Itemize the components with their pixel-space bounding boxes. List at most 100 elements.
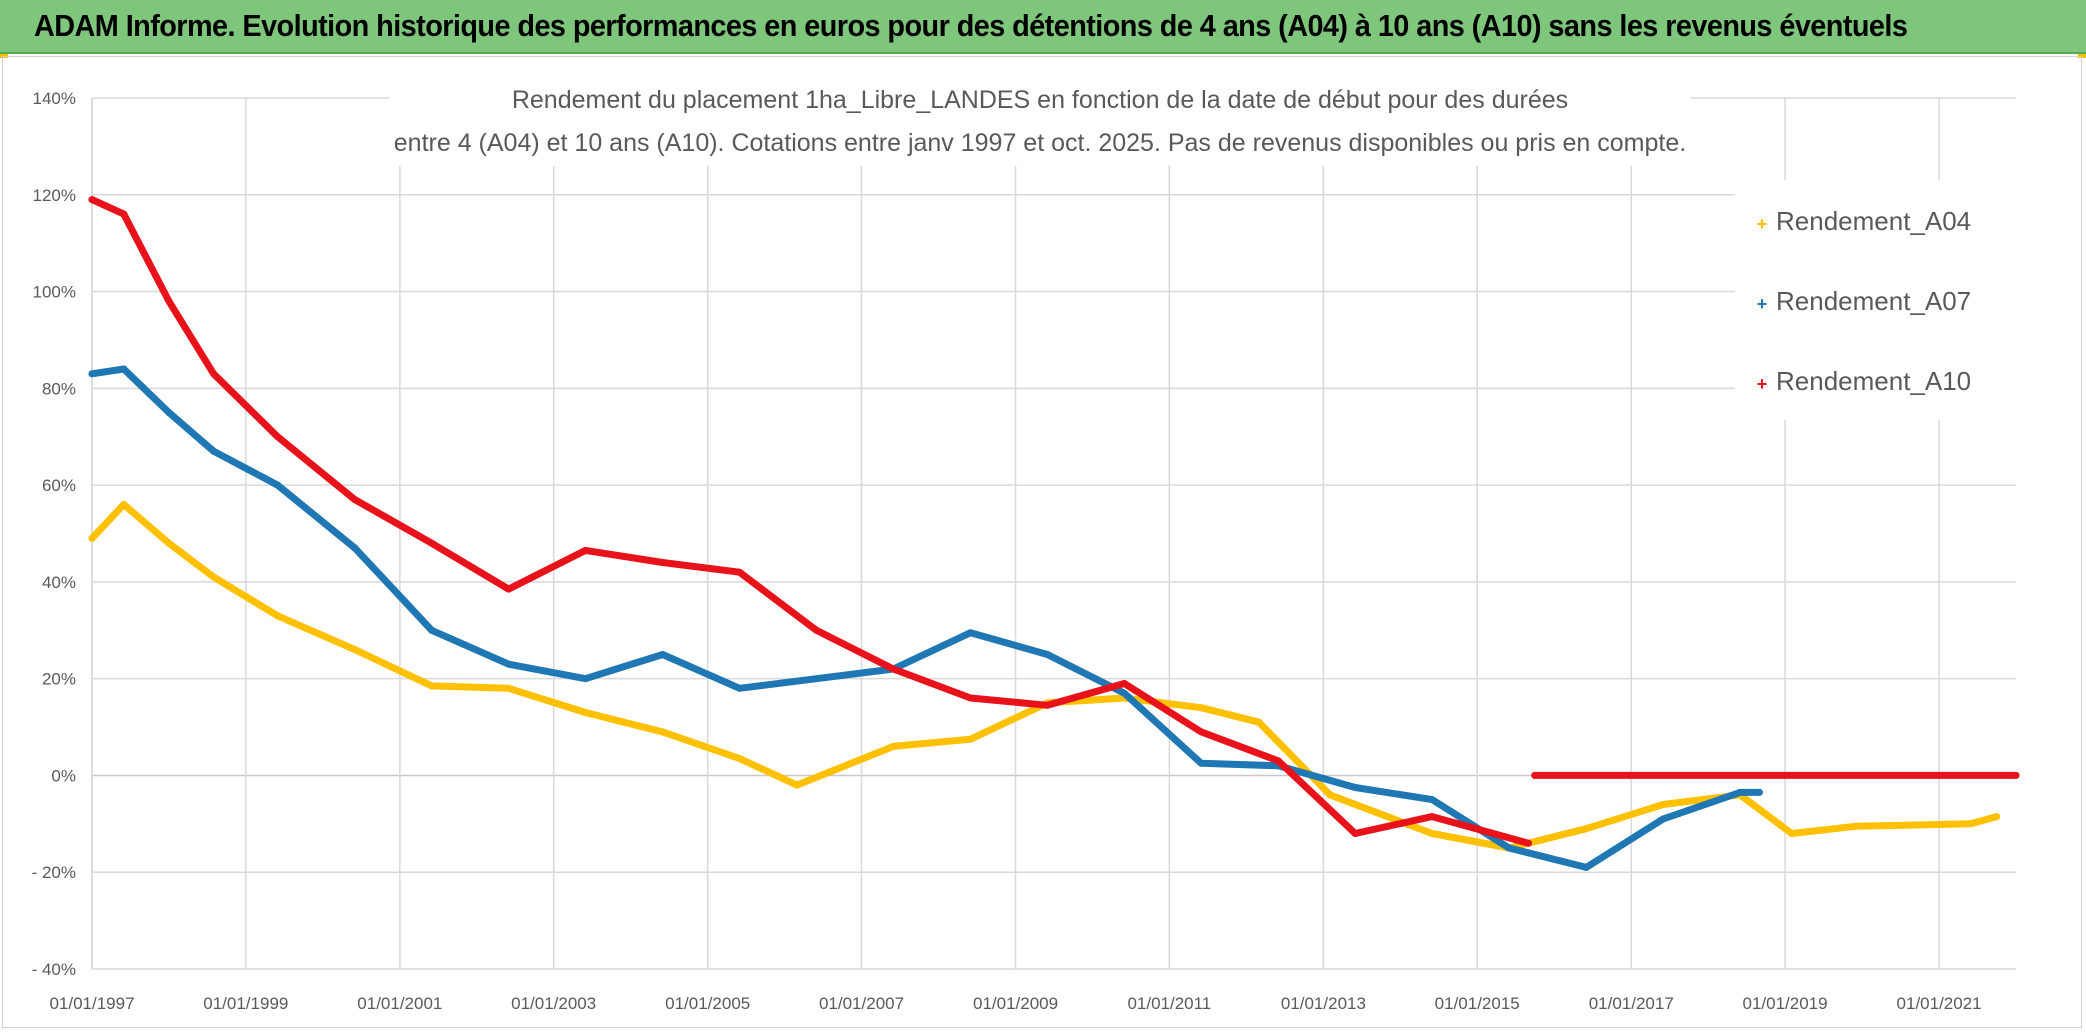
x-tick-label: 01/01/1997 <box>49 994 134 1013</box>
data-point-rendement-a04 <box>1255 718 1263 726</box>
chart-title-line-1: Rendement du placement 1ha_Libre_LANDES … <box>512 86 1568 114</box>
data-point-rendement-a04 <box>120 501 128 508</box>
data-point-rendement-a04 <box>1197 704 1205 712</box>
data-point-rendement-a07 <box>967 629 974 637</box>
y-tick-label: 40% <box>42 573 76 592</box>
y-tick-label: 60% <box>42 476 76 495</box>
data-point-rendement-a10 <box>1197 728 1205 736</box>
legend-label: Rendement_A10 <box>1776 366 1971 396</box>
chart-frame <box>2 56 2082 1028</box>
y-tick-label: 140% <box>33 89 76 108</box>
series-line-rendement-a07 <box>88 365 1763 871</box>
data-point-rendement-a10 <box>165 297 173 305</box>
x-tick-label: 01/01/2003 <box>511 994 596 1013</box>
data-point-rendement-a04 <box>88 534 96 542</box>
data-point-rendement-a04 <box>1659 801 1667 808</box>
data-point-rendement-a10 <box>582 546 589 554</box>
data-point-rendement-a10-flat <box>2012 771 2020 779</box>
corner-mark-right <box>2078 54 2086 58</box>
data-point-rendement-a04 <box>736 755 743 762</box>
data-point-rendement-a10 <box>1351 830 1359 837</box>
data-point-rendement-a07 <box>812 675 820 683</box>
x-tick-label: 01/01/2001 <box>357 994 442 1013</box>
data-point-rendement-a10 <box>1120 680 1128 687</box>
data-point-rendement-a07 <box>165 409 173 416</box>
legend-label: Rendement_A07 <box>1776 286 1971 316</box>
x-tick-label: 01/01/2011 <box>1127 994 1211 1013</box>
data-point-rendement-a04 <box>274 612 282 620</box>
banner-title: ADAM Informe. Evolution historique des p… <box>34 8 1908 43</box>
x-axis-ticks: 01/01/1997 01/01/1999 01/01/2001 01/01/2003… <box>49 994 1981 1013</box>
x-tick-label: 01/01/2007 <box>819 994 904 1013</box>
data-point-rendement-a07 <box>1755 788 1763 796</box>
data-point-rendement-a04 <box>351 646 359 654</box>
data-point-rendement-a10 <box>1043 701 1051 709</box>
data-point-rendement-a10 <box>1524 839 1532 847</box>
data-point-rendement-a07 <box>210 447 218 455</box>
series-lines <box>88 196 2020 871</box>
legend-marker: + <box>1757 294 1768 314</box>
data-point-rendement-a10-flat <box>1531 771 1539 779</box>
data-point-rendement-a10 <box>210 370 218 378</box>
data-point-rendement-a04 <box>1851 822 1859 830</box>
x-tick-label: 01/01/2015 <box>1435 994 1520 1013</box>
data-point-rendement-a07 <box>120 365 128 373</box>
data-point-rendement-a07 <box>582 675 589 683</box>
data-point-rendement-a10 <box>505 585 513 593</box>
data-point-rendement-a04 <box>1788 830 1796 837</box>
x-tick-label: 01/01/2017 <box>1589 994 1674 1013</box>
title-background <box>390 78 1690 166</box>
data-point-rendement-a07 <box>351 544 359 552</box>
legend-marker: + <box>1757 214 1768 234</box>
data-point-rendement-a10 <box>351 496 359 504</box>
data-point-rendement-a04 <box>967 735 974 743</box>
chart-title-line-2: entre 4 (A04) et 10 ans (A10). Cotations… <box>394 129 1686 157</box>
y-tick-label: - 40% <box>32 960 76 979</box>
x-tick-label: 01/01/2005 <box>665 994 750 1013</box>
data-point-rendement-a07 <box>1197 759 1205 767</box>
legend-background <box>1735 180 2017 420</box>
data-point-rendement-a10 <box>1428 813 1436 821</box>
data-point-rendement-a07 <box>505 660 513 668</box>
data-point-rendement-a04 <box>1326 791 1334 799</box>
data-point-rendement-a07 <box>1120 689 1128 697</box>
y-tick-label: 100% <box>33 283 76 302</box>
data-point-rendement-a04 <box>210 573 218 581</box>
y-tick-label: - 20% <box>32 863 76 882</box>
data-point-rendement-a04 <box>1582 825 1590 833</box>
y-tick-label: 120% <box>33 186 76 205</box>
legend-marker: + <box>1757 374 1768 394</box>
data-point-rendement-a04 <box>1993 813 2001 821</box>
data-point-rendement-a07 <box>428 626 436 634</box>
data-point-rendement-a07 <box>659 651 667 658</box>
data-point-rendement-a07 <box>1582 863 1590 871</box>
data-point-rendement-a07 <box>274 481 282 489</box>
legend: + Rendement_A04 + Rendement_A07 + Rendement_A… <box>1735 180 2017 420</box>
data-point-rendement-a07 <box>1428 796 1436 804</box>
x-tick-label: 01/01/2009 <box>973 994 1058 1013</box>
x-tick-label: 01/01/1999 <box>203 994 288 1013</box>
data-point-rendement-a04 <box>505 684 513 692</box>
gridlines <box>91 97 2016 970</box>
series-line-rendement-a04 <box>88 501 2001 852</box>
data-point-rendement-a10 <box>812 626 820 634</box>
data-point-rendement-a10 <box>889 665 897 673</box>
data-point-rendement-a04 <box>659 728 667 736</box>
data-point-rendement-a04 <box>1967 820 1975 828</box>
data-point-rendement-a07 <box>1043 651 1051 658</box>
data-point-rendement-a10 <box>428 539 436 547</box>
data-point-rendement-a10 <box>967 694 974 702</box>
title-banner: ADAM Informe. Evolution historique des p… <box>0 0 2086 54</box>
data-point-rendement-a04 <box>428 682 436 690</box>
data-point-rendement-a07 <box>1351 784 1359 791</box>
legend-label: Rendement_A04 <box>1776 206 1971 236</box>
data-point-rendement-a07 <box>1736 788 1744 796</box>
series-line-rendement-a10 <box>88 196 1532 847</box>
y-tick-label: 0% <box>51 766 76 785</box>
data-point-rendement-a04 <box>582 709 589 716</box>
data-point-rendement-a10 <box>88 196 96 204</box>
data-point-rendement-a04 <box>889 742 897 750</box>
y-axis-ticks: - 40% - 20% 0% 20% 40% 60% 80% 100% 120% 140% <box>32 89 76 979</box>
data-point-rendement-a10 <box>274 433 282 441</box>
data-point-rendement-a04 <box>1428 830 1436 837</box>
